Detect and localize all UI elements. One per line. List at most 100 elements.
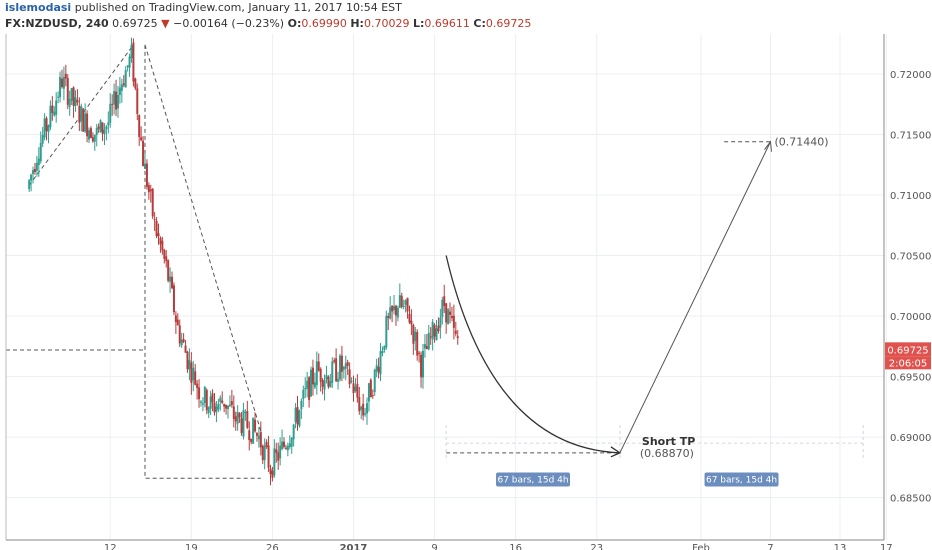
y-tick-label: 0.69500 [890, 373, 931, 384]
close-label: C: [473, 17, 486, 30]
countdown-tag: 2:06:05 [889, 358, 928, 369]
candle-body [410, 320, 413, 325]
author-name[interactable]: islemodasi [5, 1, 72, 14]
candle-body [406, 297, 409, 312]
candle-body [335, 358, 338, 382]
candle-body [356, 383, 359, 398]
candle-body [281, 441, 284, 449]
candle-body [225, 404, 228, 409]
candle-body [49, 106, 52, 128]
bars-label-1: 67 bars, 15d 4h [497, 475, 568, 485]
candle-body [161, 240, 164, 251]
publish-line: islemodasi published on TradingView.com,… [5, 0, 531, 16]
candle-body [441, 299, 444, 318]
candle-body [142, 140, 145, 167]
candle-body [340, 355, 343, 372]
candle-body [242, 410, 245, 437]
candle-body [196, 383, 199, 389]
candle-body [217, 403, 220, 410]
candle-body [344, 363, 347, 369]
candle-body [182, 339, 185, 343]
candle-body [33, 168, 36, 172]
candle-body [103, 129, 106, 135]
candle-body [136, 88, 139, 114]
candle-body [163, 250, 166, 259]
candle-body [383, 345, 386, 351]
x-tick-label: Feb [692, 543, 710, 550]
candle-body [70, 88, 73, 101]
candle-body [394, 305, 397, 316]
candle-body [310, 369, 313, 397]
candle-body [354, 386, 357, 392]
candle-body [338, 355, 341, 380]
candle-body [362, 403, 365, 416]
candle-body [194, 371, 197, 385]
candle-body [66, 78, 69, 105]
candle-body [59, 77, 62, 98]
candle-body [143, 163, 146, 169]
candle-body [286, 445, 289, 451]
bars-label-2: 67 bars, 15d 4h [706, 475, 777, 485]
candle-body [250, 438, 253, 443]
candle-body [201, 403, 204, 405]
candle-body [107, 122, 110, 126]
candle-body [252, 417, 255, 444]
candle-body [45, 118, 48, 131]
low-value: 0.69611 [424, 17, 470, 30]
candle-body [306, 380, 309, 389]
candle-body [348, 369, 351, 385]
last-price-tag-bg [885, 342, 931, 357]
candle-body [279, 445, 282, 459]
candle-body [232, 406, 235, 419]
candle-body [68, 98, 71, 107]
candle-body [288, 443, 291, 448]
candle-body [418, 352, 421, 354]
candle-body [321, 380, 324, 387]
candle-body [315, 361, 318, 385]
candle-body [151, 188, 154, 217]
candle-body [111, 103, 114, 105]
candle-body [373, 369, 376, 393]
candle-body [421, 350, 424, 378]
candle-body [30, 174, 33, 181]
x-tick-label: 16 [509, 543, 522, 550]
candle-body [296, 406, 299, 425]
candle-body [89, 128, 92, 139]
candle-body [308, 377, 311, 400]
candle-body [105, 126, 108, 130]
candle-body [171, 276, 174, 289]
candle-body [176, 319, 179, 326]
candle-body [99, 120, 102, 132]
last-price-tag: 0.69725 [887, 345, 928, 356]
candle-body [227, 405, 230, 410]
candle-body [337, 378, 340, 382]
drawings-front: Short TP(0.68870) (0.71440) 67 bars, 15d 4… [445, 136, 829, 487]
candle-body [261, 445, 264, 461]
y-tick-label: 0.68500 [890, 494, 931, 505]
candle-body [360, 406, 363, 410]
candle-body [41, 135, 44, 144]
candle-body [134, 78, 137, 89]
candle-body [294, 407, 297, 423]
x-tick-label: 19 [185, 543, 198, 550]
candle-body [240, 418, 243, 433]
published-text: published on TradingView.com, January 11… [74, 1, 402, 14]
candle-body [51, 105, 54, 113]
candle-body [35, 162, 38, 171]
candle-body [84, 113, 87, 132]
candle-body [122, 83, 125, 86]
candle-body [371, 395, 374, 397]
candle-body [367, 383, 370, 402]
candle-body [456, 336, 459, 339]
candle-body [267, 445, 270, 468]
candle-body [209, 396, 212, 409]
high-label: H: [350, 17, 364, 30]
candle-body [178, 325, 181, 344]
candle-body [313, 382, 316, 388]
candle-body [445, 303, 448, 323]
y-tick-label: 0.71000 [890, 191, 931, 202]
candle-body [140, 137, 143, 141]
candle-body [74, 97, 77, 107]
